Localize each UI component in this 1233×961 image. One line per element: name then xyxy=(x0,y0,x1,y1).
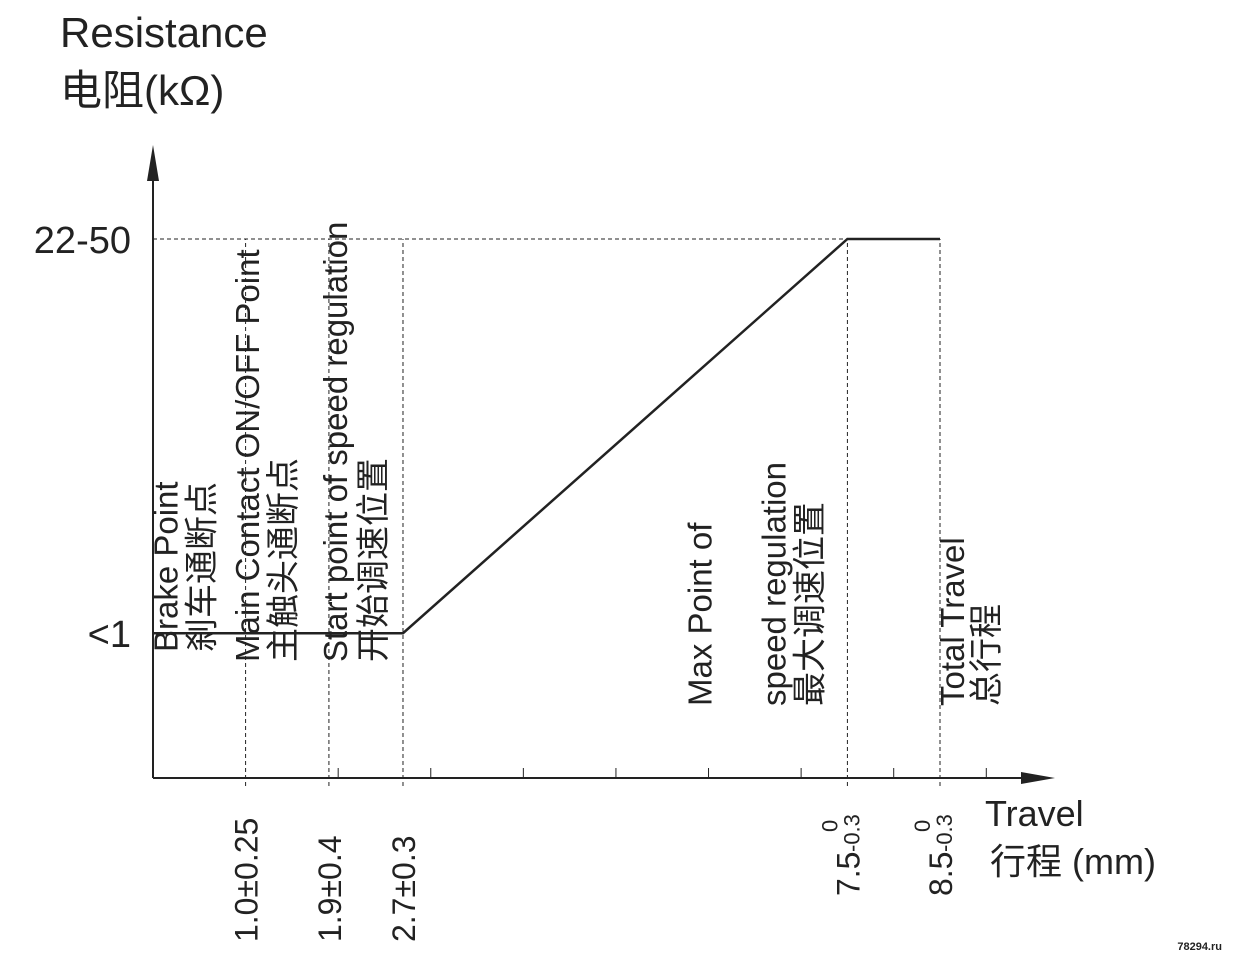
annotation-main-contact-en: Main Contact ON/OFF Point xyxy=(229,249,266,662)
x-tick-label-main-contact: 1.9±0.4 xyxy=(312,835,348,942)
annotation-max-regulation-cn: 最大调速位置 xyxy=(791,502,829,706)
series-line xyxy=(153,237,940,635)
annotation-max-regulation-en: speed regulation xyxy=(755,462,792,706)
y-axis-label-cn: 电阻(kΩ) xyxy=(60,67,224,114)
annotation-total-travel-en: Total Travel xyxy=(934,537,971,706)
y-label-low: <1 xyxy=(88,614,131,656)
x-axis-arrow xyxy=(1021,772,1055,784)
tolerance-lower: -0.3 xyxy=(932,814,957,852)
x-tick-label-max-regulation: 7.5 xyxy=(830,852,866,896)
annotation-start-regulation-cn: 开始调速位置 xyxy=(355,458,393,662)
x-tick-labels: 1.0±0.25 1.9±0.4 2.7±0.3 7.50-0.38.50-0.3 xyxy=(229,814,959,942)
watermark: 78294.ru xyxy=(1177,941,1222,953)
x-tick-label-start-regulation: 2.7±0.3 xyxy=(386,835,422,942)
tolerance-upper: 0 xyxy=(910,820,935,832)
annotation-brake-point-cn: 刹车通断点 xyxy=(184,482,222,652)
annotation-max-regulation-en: Max Point of xyxy=(681,522,718,706)
x-axis-label-cn: 行程 (mm) xyxy=(990,841,1156,882)
annotations: Brake Point 刹车通断点 Main Contact ON/OFF Poin… xyxy=(148,222,1006,706)
annotation-brake-point-en: Brake Point xyxy=(148,481,185,652)
x-tick-label-brake-point: 1.0±0.25 xyxy=(229,818,265,942)
y-axis-label-en: Resistance xyxy=(60,9,268,56)
series xyxy=(153,237,940,635)
tolerance-upper: 0 xyxy=(817,820,842,832)
tolerance-lower: -0.3 xyxy=(839,814,864,852)
x-ticks xyxy=(337,768,987,778)
annotation-total-travel-cn: 总行程 xyxy=(968,604,1006,706)
axes xyxy=(147,145,1055,784)
guide-lines xyxy=(153,238,941,786)
x-tick-label-total-travel: 8.5 xyxy=(923,852,959,896)
y-level-labels: <1 22-50 xyxy=(34,220,131,656)
y-axis-arrow xyxy=(147,145,159,181)
x-axis-label-en: Travel xyxy=(985,793,1084,834)
annotation-start-regulation-en: Start point of speed regulation xyxy=(317,222,354,662)
y-label-high: 22-50 xyxy=(34,220,131,262)
annotation-main-contact-cn: 主触头通断点 xyxy=(265,458,303,662)
